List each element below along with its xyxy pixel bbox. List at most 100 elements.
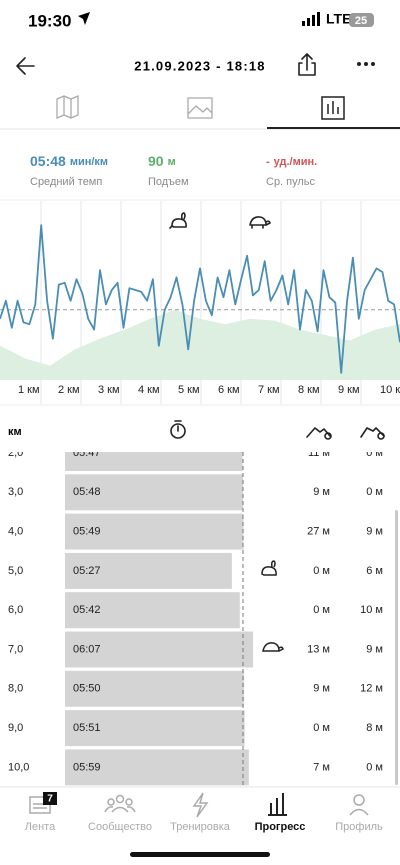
clock: 19:30 bbox=[28, 11, 71, 30]
x-axis-label: 6 км bbox=[218, 384, 240, 396]
training-icon bbox=[192, 792, 209, 818]
slow-split-icon bbox=[262, 642, 284, 652]
table-header-km: км bbox=[8, 426, 22, 438]
tab-label[interactable]: Прогресс bbox=[255, 821, 306, 833]
pace-line bbox=[0, 224, 400, 374]
pulse-label: Ср. пульс bbox=[266, 176, 316, 188]
split-pace-bar bbox=[65, 670, 245, 707]
split-pace: 05:59 bbox=[73, 761, 101, 773]
split-pace-bar bbox=[65, 710, 245, 747]
avg-pace-label: Средний темп bbox=[30, 176, 102, 188]
split-descent: 10 м bbox=[360, 604, 383, 616]
split-descent: 8 м bbox=[366, 722, 383, 734]
x-axis-label: 8 км bbox=[298, 384, 320, 396]
split-descent: 0 м bbox=[366, 486, 383, 498]
tab-label[interactable]: Тренировка bbox=[170, 821, 231, 833]
split-pace-bar bbox=[65, 749, 249, 786]
x-axis-label: 10 км bbox=[380, 384, 400, 396]
split-ascent: 7 м bbox=[313, 761, 330, 773]
split-ascent: 9 м bbox=[313, 683, 330, 695]
pulse: - уд./мин. bbox=[266, 156, 317, 168]
home-indicator bbox=[130, 852, 270, 857]
ascent-column-icon bbox=[306, 427, 332, 440]
fast-split-icon bbox=[261, 560, 277, 576]
pace-chart: 1 км 2 км 3 км 4 км 5 км 6 км 7 км 8 км 9 км 10 к… bbox=[0, 201, 400, 404]
split-pace: 05:48 bbox=[73, 486, 101, 498]
workout-date: 21.09.2023 - 18:18 bbox=[134, 58, 265, 73]
ascent-unit: м bbox=[168, 156, 176, 168]
avg-pace: 05:48 мин/км bbox=[30, 153, 108, 169]
split-ascent: 0 м bbox=[313, 604, 330, 616]
split-pace-bar bbox=[65, 592, 240, 629]
pulse-unit: уд./мин. bbox=[274, 156, 318, 168]
photo-tab[interactable] bbox=[187, 97, 213, 119]
split-pace: 05:50 bbox=[73, 683, 101, 695]
split-pace-bar bbox=[65, 552, 232, 589]
split-pace: 06:07 bbox=[73, 643, 101, 655]
tab-bar: Лента Сообщество Тренировка Прогресс Профиль bbox=[25, 821, 383, 833]
community-icon bbox=[104, 794, 136, 813]
split-km: 7,0 bbox=[8, 643, 23, 655]
split-ascent: 13 м bbox=[307, 643, 330, 655]
split-ascent: 0 м bbox=[313, 722, 330, 734]
split-pace: 05:49 bbox=[73, 526, 101, 538]
ascent-label: Подъем bbox=[148, 176, 189, 188]
avg-pace-value: 05:48 bbox=[30, 153, 66, 169]
splits-list: 2,0 05:47 11 м 0 м 3,0 05:48 9 м 0 м 4,0 05:49 27 … bbox=[8, 447, 383, 787]
back-button[interactable] bbox=[16, 57, 35, 75]
network: LTE bbox=[326, 11, 351, 27]
slow-icon bbox=[249, 216, 271, 229]
split-pace: 05:27 bbox=[73, 565, 101, 577]
battery bbox=[349, 13, 374, 27]
feed-badge bbox=[43, 792, 57, 805]
ascent-value: 90 bbox=[148, 153, 164, 169]
x-axis-label: 7 км bbox=[258, 384, 280, 396]
split-km: 9,0 bbox=[8, 722, 23, 734]
scrollbar bbox=[395, 510, 398, 785]
split-descent: 0 м bbox=[366, 761, 383, 773]
split-ascent: 0 м bbox=[313, 565, 330, 577]
ascent: 90 м bbox=[148, 153, 176, 169]
pulse-value: - bbox=[266, 156, 270, 168]
split-km: 4,0 bbox=[8, 526, 23, 538]
split-ascent: 9 м bbox=[313, 486, 330, 498]
split-descent: 6 м bbox=[366, 565, 383, 577]
tab-label[interactable]: Профиль bbox=[335, 821, 383, 833]
x-axis-label: 5 км bbox=[178, 384, 200, 396]
split-pace-bar bbox=[65, 452, 243, 471]
split-pace-bar bbox=[65, 631, 254, 668]
split-km: 5,0 bbox=[8, 565, 23, 577]
split-descent: 9 м bbox=[366, 526, 383, 538]
elevation-area bbox=[0, 309, 400, 380]
x-axis-label: 3 км bbox=[98, 384, 120, 396]
x-axis-label: 4 км bbox=[138, 384, 160, 396]
split-pace: 05:47 bbox=[73, 447, 101, 459]
avg-pace-unit: мин/км bbox=[70, 156, 108, 168]
split-pace-bar bbox=[65, 513, 244, 550]
x-axis-label: 2 км bbox=[58, 384, 80, 396]
split-km: 8,0 bbox=[8, 683, 23, 695]
battery-level: 25 bbox=[355, 15, 367, 27]
split-km: 2,0 bbox=[8, 447, 23, 459]
split-km: 6,0 bbox=[8, 604, 23, 616]
signal bbox=[302, 12, 320, 26]
tab-label[interactable]: Сообщество bbox=[88, 821, 152, 833]
profile-icon bbox=[349, 794, 369, 816]
x-axis-label: 1 км bbox=[18, 384, 40, 396]
map-tab[interactable] bbox=[56, 95, 79, 119]
split-descent: 9 м bbox=[366, 643, 383, 655]
split-pace: 05:51 bbox=[73, 722, 101, 734]
tab-label[interactable]: Лента bbox=[25, 821, 56, 833]
fast-icon bbox=[169, 212, 187, 229]
time-column-icon bbox=[170, 420, 186, 439]
chart-tab[interactable] bbox=[321, 96, 345, 120]
split-descent: 12 м bbox=[360, 683, 383, 695]
split-pace: 05:42 bbox=[73, 604, 101, 616]
more-button[interactable] bbox=[357, 62, 375, 66]
split-descent: 0 м bbox=[366, 447, 383, 459]
split-pace-bar bbox=[65, 474, 243, 511]
share-button[interactable] bbox=[298, 53, 316, 76]
split-ascent: 11 м bbox=[308, 447, 330, 459]
